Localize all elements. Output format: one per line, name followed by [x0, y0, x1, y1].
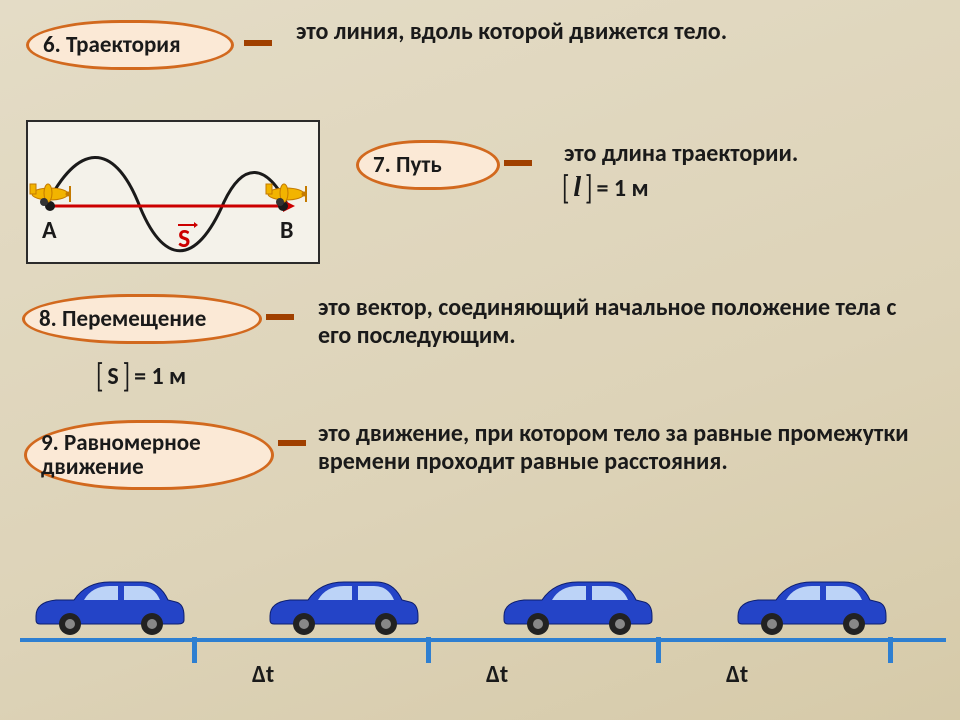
dash-8 — [266, 314, 294, 320]
term-7-label: 7. Путь — [373, 153, 442, 177]
term-8-label: 8. Перемещение — [39, 307, 206, 331]
trajectory-curve — [46, 157, 288, 250]
car-icon — [728, 574, 888, 634]
dash-9 — [278, 440, 306, 446]
term-9-bubble: 9. Равномерное движение — [24, 420, 274, 490]
dash-7 — [504, 160, 532, 166]
delta-t-label: Δt — [726, 660, 748, 689]
term-6-bubble: 6. Траектория — [26, 20, 234, 70]
bracket-r-icon: ] — [123, 356, 130, 397]
formula-8-sym: S — [107, 362, 118, 391]
def-6: это линия, вдоль которой движется тело. — [296, 18, 856, 46]
term-6-label: 6. Траектория — [43, 33, 181, 57]
delta-t-label: Δt — [486, 660, 508, 689]
def-8: это вектор, соединяющий начальное положе… — [318, 294, 918, 349]
car-icon — [26, 574, 186, 634]
point-a-label: А — [42, 216, 57, 245]
road-line — [20, 638, 946, 642]
s-arrow-icon — [176, 220, 198, 230]
formula-7: [ l ] = 1 м — [562, 172, 649, 204]
interval-tick — [192, 637, 197, 663]
car-icon — [260, 574, 420, 634]
term-7-bubble: 7. Путь — [356, 140, 500, 190]
def-7: это длина траектории. — [564, 140, 924, 168]
interval-tick — [426, 637, 431, 663]
trajectory-svg — [28, 122, 318, 262]
formula-8-rhs: = 1 м — [134, 362, 186, 391]
term-9-label: 9. Равномерное движение — [41, 431, 257, 479]
bracket-l-icon: [ — [562, 168, 569, 209]
interval-tick — [656, 637, 661, 663]
interval-tick — [888, 637, 893, 663]
term-8-bubble: 8. Перемещение — [22, 294, 262, 344]
trajectory-illustration: А В S — [26, 120, 320, 264]
delta-t-label: Δt — [252, 660, 274, 689]
def-9: это движение, при котором тело за равные… — [318, 420, 918, 475]
point-b-label: В — [280, 216, 293, 245]
bracket-r-icon: ] — [585, 168, 592, 209]
bracket-l-icon: [ — [96, 356, 103, 397]
formula-7-sym: l — [573, 172, 581, 204]
formula-7-rhs: = 1 м — [597, 174, 649, 203]
formula-8: [ S ] = 1 м — [96, 362, 186, 391]
dash-6 — [244, 40, 272, 46]
car-icon — [494, 574, 654, 634]
